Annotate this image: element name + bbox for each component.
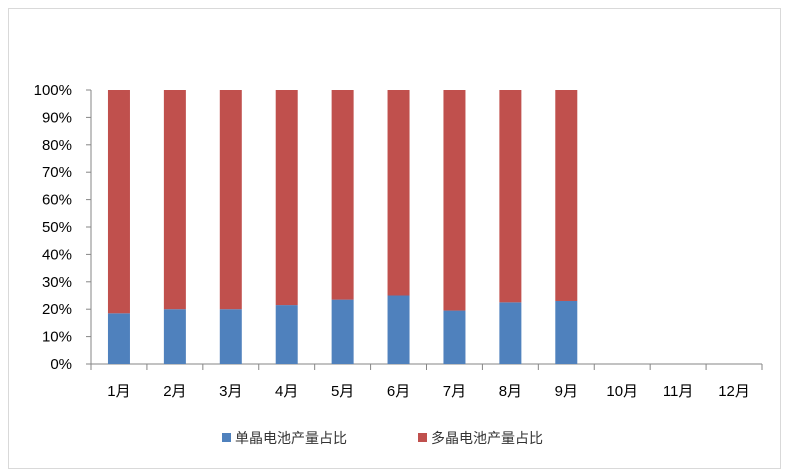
x-tick-label: 8月 [499, 383, 522, 400]
x-tick-label: 12月 [718, 383, 750, 400]
y-tick-label: 70% [42, 164, 72, 181]
y-tick-label: 10% [42, 329, 72, 346]
bar-segment-series-2 [107, 90, 130, 314]
bar-segment-series-1 [555, 300, 578, 364]
x-axis: 1月 2月 3月 4月 5月 6月 7月 8月 9月 10月 11月 12月 [90, 363, 763, 400]
bar-segment-series-1 [107, 313, 130, 364]
bar-segment-series-2 [387, 90, 410, 296]
bar-segment-series-2 [219, 90, 242, 310]
y-axis: 0% 10% 20% 30% 40% 50% 60% 70% 80% 90% 100% [34, 82, 92, 373]
bar-segment-series-1 [219, 309, 242, 364]
x-tick-label: 4月 [275, 383, 298, 400]
x-tick-label: 5月 [331, 383, 354, 400]
bar-segment-series-2 [555, 90, 578, 301]
y-tick-label: 40% [42, 246, 72, 263]
bar-segment-series-1 [163, 309, 186, 364]
bars [107, 90, 578, 364]
y-tick-label: 90% [42, 109, 72, 126]
legend-swatch [418, 433, 427, 442]
bar-segment-series-2 [443, 90, 466, 311]
bar-segment-series-2 [499, 90, 522, 303]
bar-segment-series-1 [443, 310, 466, 364]
y-tick-label: 30% [42, 274, 72, 291]
bar-segment-series-2 [163, 90, 186, 310]
y-tick-label: 60% [42, 192, 72, 209]
legend: 单晶电池产量占比 多晶电池产量占比 [222, 430, 543, 447]
legend-label: 单晶电池产量占比 [235, 431, 347, 447]
y-tick-label: 20% [42, 301, 72, 318]
bar-segment-series-1 [275, 305, 298, 364]
x-tick-label: 6月 [387, 383, 410, 400]
y-tick-label: 0% [50, 356, 72, 373]
bar-segment-series-2 [331, 90, 354, 300]
bar-segment-series-2 [275, 90, 298, 306]
legend-label: 多晶电池产量占比 [431, 430, 543, 447]
x-tick-label: 9月 [555, 383, 578, 400]
x-tick-label: 11月 [663, 383, 694, 400]
legend-swatch [222, 433, 231, 442]
y-tick-label: 80% [42, 137, 72, 154]
x-tick-label: 3月 [219, 383, 242, 400]
x-tick-label: 7月 [443, 383, 466, 400]
y-tick-label: 50% [42, 219, 72, 236]
x-tick-label: 2月 [163, 383, 186, 400]
x-tick-label: 10月 [606, 383, 638, 400]
bar-segment-series-1 [499, 302, 522, 364]
bar-segment-series-1 [387, 295, 410, 364]
y-tick-label: 100% [34, 82, 72, 99]
x-tick-label: 1月 [107, 383, 130, 400]
bar-segment-series-1 [331, 299, 354, 364]
